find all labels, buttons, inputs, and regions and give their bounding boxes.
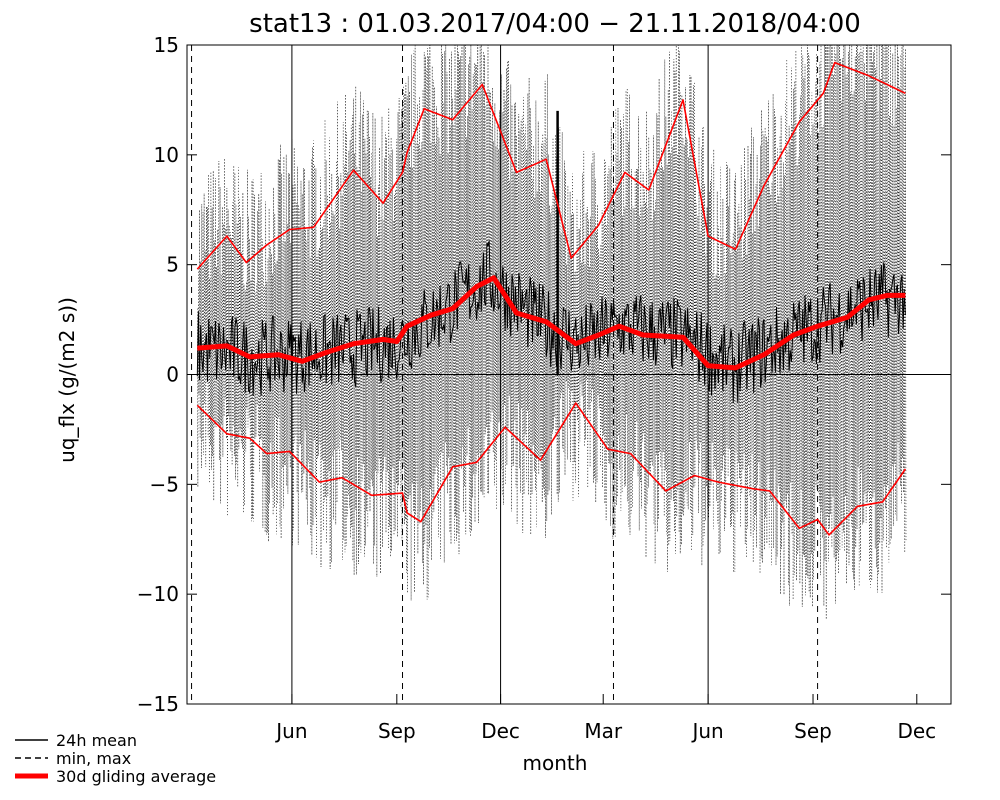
- x-tick-label-2: Dec: [481, 719, 520, 743]
- y-tick-label-1: −10: [137, 582, 179, 606]
- y-tick-label-3: 0: [166, 363, 179, 387]
- y-tick-label-0: −15: [137, 692, 179, 716]
- legend: 24h mean min, max 30d gliding average: [15, 731, 216, 786]
- x-tick-label-3: Mar: [584, 719, 623, 743]
- x-tick-label-0: Jun: [274, 719, 307, 743]
- x-tick-label-5: Sep: [794, 719, 832, 743]
- y-tick-label-6: 15: [154, 33, 179, 57]
- legend-label-1: min, max: [56, 749, 131, 768]
- x-tick-label-6: Dec: [897, 719, 936, 743]
- y-tick-label-2: −5: [150, 472, 179, 496]
- legend-label-2: 30d gliding average: [56, 767, 216, 786]
- series-line-2: [196, 402, 907, 536]
- x-axis-label: month: [523, 751, 588, 775]
- y-axis-label: uq_flx (g/(m2 s)): [55, 297, 79, 463]
- x-tick-label-1: Sep: [378, 719, 416, 743]
- y-tick-label-4: 5: [166, 253, 179, 277]
- y-tick-label-5: 10: [154, 143, 179, 167]
- series-line-1: [196, 61, 906, 270]
- x-tick-label-4: Jun: [690, 719, 723, 743]
- legend-label-0: 24h mean: [56, 731, 137, 750]
- series-layer: [196, 61, 907, 536]
- axis-layer: −15 −10 −5 0 5 10 15 Jun Sep Dec Mar Jun Sep Dec: [137, 33, 952, 743]
- series-line-0: [197, 275, 906, 371]
- chart-title: stat13 : 01.03.2017/04:00 − 21.11.2018/0…: [249, 9, 861, 39]
- mean-24h-line: [196, 240, 906, 404]
